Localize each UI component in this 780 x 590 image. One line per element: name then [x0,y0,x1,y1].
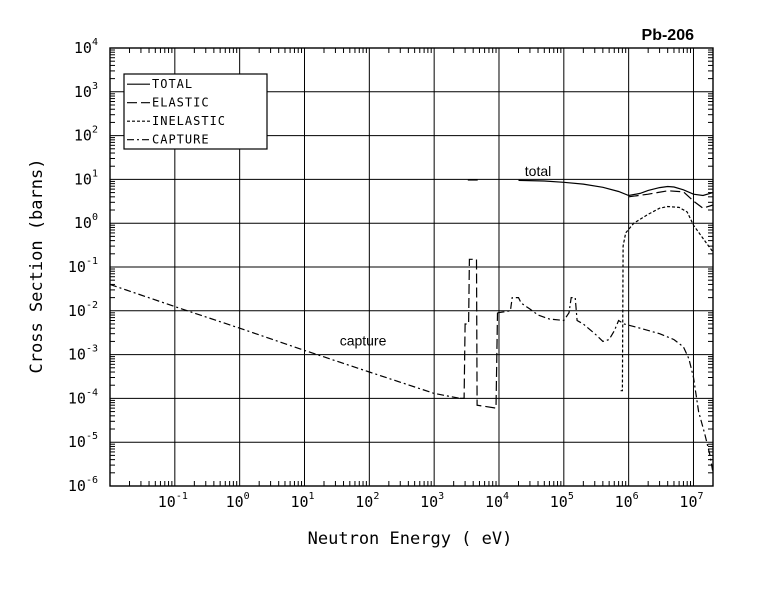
y-axis-label: Cross Section (barns) [27,159,47,374]
series-line-inelastic [620,205,714,392]
series-line-elastic [460,258,499,409]
x-tick-label: 107 [679,491,703,511]
x-tick-label: 104 [485,491,509,511]
legend-label-elastic: ELASTIC [152,96,210,110]
x-tick-label: 100 [226,491,250,511]
annotations: total capture [340,163,552,349]
y-tick-label: 10-1 [68,256,98,276]
y-tick-label: 10-2 [68,300,98,320]
series-line-elastic [628,190,714,209]
series-line-capture [497,297,714,473]
plot-frame [109,47,714,487]
y-tick-label: 10-3 [68,344,98,364]
legend-label-capture: CAPTURE [152,133,210,147]
series-line-total [518,179,714,197]
x-tick-labels: 10-1 100 101 102 103 104 105 106 107 [158,491,704,511]
legend-label-total: TOTAL [152,77,193,91]
y-tick-label: 102 [74,125,98,145]
series-line-capture [109,283,461,399]
legend: TOTAL ELASTIC INELASTIC CAPTURE [123,73,268,150]
y-tick-label: 100 [74,212,98,232]
data-series [109,179,714,473]
x-tick-label: 102 [355,491,379,511]
y-tick-label: 10-5 [68,431,98,451]
y-tick-label: 10-6 [68,475,98,495]
x-tick-label: 106 [615,491,639,511]
x-tick-label: 10-1 [158,491,188,511]
x-tick-label: 101 [290,491,314,511]
y-tick-label: 10-4 [68,387,98,407]
x-tick-label: 105 [550,491,574,511]
legend-label-inelastic: INELASTIC [152,114,226,128]
annotation-total: total [525,163,551,179]
chart-title: Pb-206 [642,27,695,44]
x-tick-label: 103 [420,491,444,511]
legend-box [123,73,268,150]
y-tick-label: 101 [74,168,98,188]
x-axis-label: Neutron Energy ( eV) [308,529,513,549]
annotation-capture: capture [340,333,387,349]
y-tick-label: 104 [74,37,98,57]
y-tick-label: 103 [74,81,98,101]
grid-lines [110,47,713,487]
y-tick-labels: 10-6 10-5 10-4 10-3 10-2 10-1 100 101 102 103 104 [68,37,98,495]
